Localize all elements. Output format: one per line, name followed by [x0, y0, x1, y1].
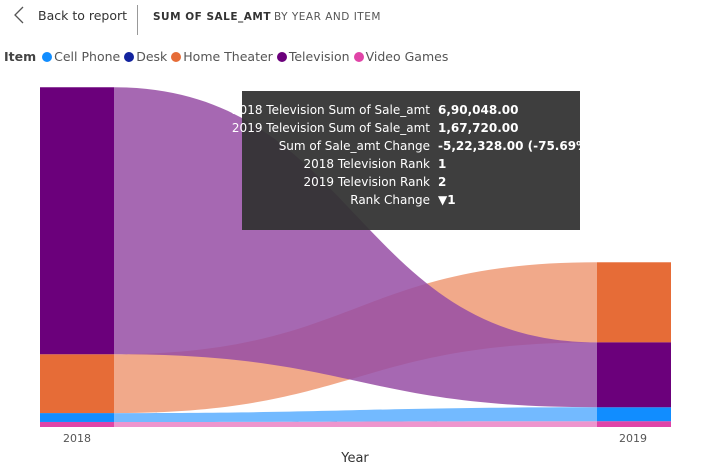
- ribbon-television[interactable]: [114, 87, 597, 408]
- tooltip-key: Sum of Sale_amt Change: [278, 139, 430, 153]
- bar-2018-television[interactable]: [40, 87, 114, 355]
- legend-label: Television: [288, 49, 350, 64]
- tooltip-key: 2019 Television Sum of Sale_amt: [231, 121, 430, 135]
- divider: [137, 5, 138, 35]
- tooltip-row: Rank Change ▼1: [242, 193, 580, 211]
- legend-label: Desk: [136, 49, 168, 64]
- bar-2019-home-theater[interactable]: [597, 262, 671, 343]
- legend-label: Video Games: [365, 49, 449, 64]
- ribbon-video-games[interactable]: [114, 421, 597, 427]
- legend-item[interactable]: Cell Phone: [42, 49, 120, 64]
- tooltip-key: 2018 Television Rank: [303, 157, 430, 171]
- legend-dot-icon: [124, 51, 135, 62]
- chevron-left-icon: [14, 6, 24, 24]
- bar-2019-cell-phone[interactable]: [597, 407, 671, 422]
- legend-dot-icon: [42, 51, 53, 62]
- legend-label: Cell Phone: [54, 49, 121, 64]
- x-axis-title: Year: [340, 451, 369, 466]
- tooltip-row: 2019 Television Sum of Sale_amt 1,67,720.…: [232, 121, 580, 139]
- legend-dot-icon: [276, 51, 287, 62]
- bar-2018-home-theater[interactable]: [40, 354, 114, 414]
- legend-item[interactable]: Home Theater: [171, 49, 273, 64]
- tooltip-value: 6,90,048.00: [438, 103, 519, 117]
- legend-item[interactable]: Television: [276, 49, 350, 64]
- tooltip: 2018 Television Sum of Sale_amt 6,90,048.…: [232, 91, 594, 230]
- tooltip-row: Sum of Sale_amt Change -5,22,328.00 (-75.…: [242, 139, 594, 157]
- bar-2018-cell-phone[interactable]: [40, 413, 114, 422]
- tooltip-value: ▼1: [438, 193, 456, 207]
- visual-subtitle: BY YEAR AND ITEM: [274, 11, 381, 23]
- tooltip-key: Rank Change: [350, 193, 430, 207]
- x-tick-label: 2019: [619, 432, 647, 445]
- legend-dot-icon: [171, 51, 182, 62]
- legend-item[interactable]: Desk: [124, 49, 167, 64]
- legend-title: Item: [4, 49, 37, 64]
- legend-label: Home Theater: [183, 49, 273, 64]
- legend: Item Cell Phone Desk Home Theater Televisio…: [4, 49, 452, 64]
- visual-title: SUM OF SALE_AMT: [153, 11, 271, 23]
- legend-dot-icon: [353, 51, 364, 62]
- legend-item[interactable]: Video Games: [353, 49, 449, 64]
- bar-2019-video-games[interactable]: [597, 421, 671, 427]
- tooltip-value: 2: [438, 175, 447, 189]
- bar-2019-television[interactable]: [597, 342, 671, 408]
- back-to-report-button[interactable]: Back to report: [14, 6, 127, 24]
- tooltip-row: 2018 Television Rank 1: [242, 157, 580, 175]
- tooltip-value: -5,22,328.00 (-75.69%): [438, 139, 594, 153]
- tooltip-value: 1,67,720.00: [438, 121, 519, 135]
- tooltip-value: 1: [438, 157, 447, 171]
- tooltip-row: 2019 Television Rank 2: [242, 175, 580, 193]
- tooltip-key: 2019 Television Rank: [303, 175, 430, 189]
- top-bar: Back to report SUM OF SALE_AMT BY YEAR A…: [0, 0, 709, 36]
- back-label: Back to report: [38, 7, 128, 23]
- tooltip-row: 2018 Television Sum of Sale_amt 6,90,048.…: [232, 103, 580, 121]
- bar-2018-video-games[interactable]: [40, 421, 114, 427]
- ribbon-cell-phone[interactable]: [114, 407, 597, 422]
- tooltip-key: 2018 Television Sum of Sale_amt: [231, 103, 430, 117]
- x-tick-label: 2018: [63, 432, 91, 445]
